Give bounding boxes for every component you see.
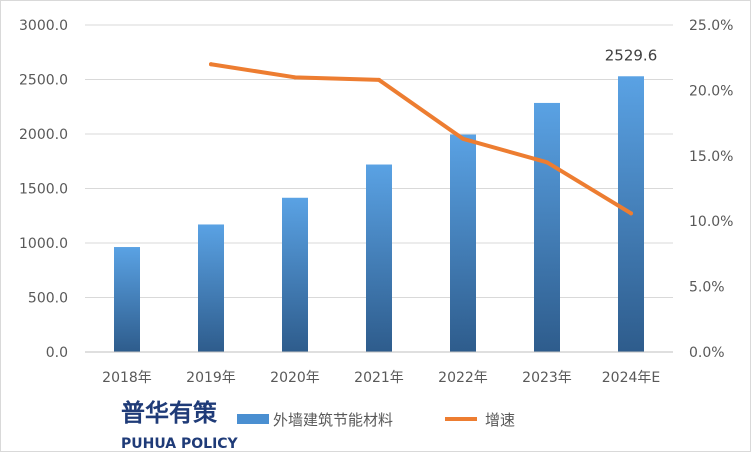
- legend-bar-swatch: [237, 414, 269, 424]
- left-tick-label: 500.0: [28, 291, 68, 307]
- left-tick-label: 0.0: [46, 345, 68, 361]
- bar-series: [114, 76, 644, 353]
- data-label: 2529.6: [605, 46, 658, 64]
- left-tick-label: 2500.0: [19, 73, 68, 89]
- category-label: 2019年: [186, 370, 236, 386]
- x-axis: 2018年 2019年 2020年 2021年 2022年 2023年 2024年E: [85, 351, 673, 386]
- category-label: 2020年: [270, 370, 320, 386]
- left-axis: 0.0 500.0 1000.0 1500.0 2000.0 2500.0 3000.0: [19, 18, 68, 361]
- line-point: [629, 211, 633, 216]
- bar: [534, 102, 560, 352]
- right-tick-label: 5.0%: [689, 280, 725, 296]
- logo-chinese: 普华有策: [121, 399, 218, 427]
- logo-english: PUHUA POLICY: [121, 436, 239, 452]
- legend: 普华有策 PUHUA POLICY 外墙建筑节能材料 增速: [121, 399, 515, 452]
- category-label: 2018年: [102, 370, 152, 386]
- line-point: [545, 160, 549, 165]
- line-point: [377, 77, 381, 82]
- right-tick-label: 0.0%: [689, 345, 725, 361]
- right-tick-label: 10.0%: [689, 214, 733, 230]
- left-tick-label: 2000.0: [19, 127, 68, 143]
- left-tick-label: 1000.0: [19, 236, 68, 252]
- line-point: [461, 136, 465, 141]
- legend-line-label: 增速: [485, 411, 515, 429]
- left-tick-label: 1500.0: [19, 182, 68, 198]
- category-label: 2024年E: [602, 370, 660, 386]
- legend-bar-label: 外墙建筑节能材料: [273, 411, 393, 429]
- category-label: 2022年: [438, 370, 488, 386]
- line-series: [209, 62, 633, 216]
- category-label: 2021年: [354, 370, 404, 386]
- line-point: [293, 75, 297, 80]
- right-tick-label: 20.0%: [689, 83, 733, 99]
- category-label: 2023年: [522, 370, 572, 386]
- bar: [282, 197, 308, 352]
- right-tick-label: 15.0%: [689, 149, 733, 165]
- right-axis: 0.0% 5.0% 10.0% 15.0% 20.0% 25.0%: [689, 18, 733, 361]
- growth-line: [209, 62, 633, 216]
- right-tick-label: 25.0%: [689, 18, 733, 34]
- line-point: [209, 62, 213, 67]
- bar: [366, 164, 392, 352]
- bar: [114, 247, 140, 352]
- bar: [198, 224, 224, 352]
- bar: [450, 134, 476, 352]
- left-tick-label: 3000.0: [19, 18, 68, 34]
- data-labels: 2529.6: [605, 46, 658, 64]
